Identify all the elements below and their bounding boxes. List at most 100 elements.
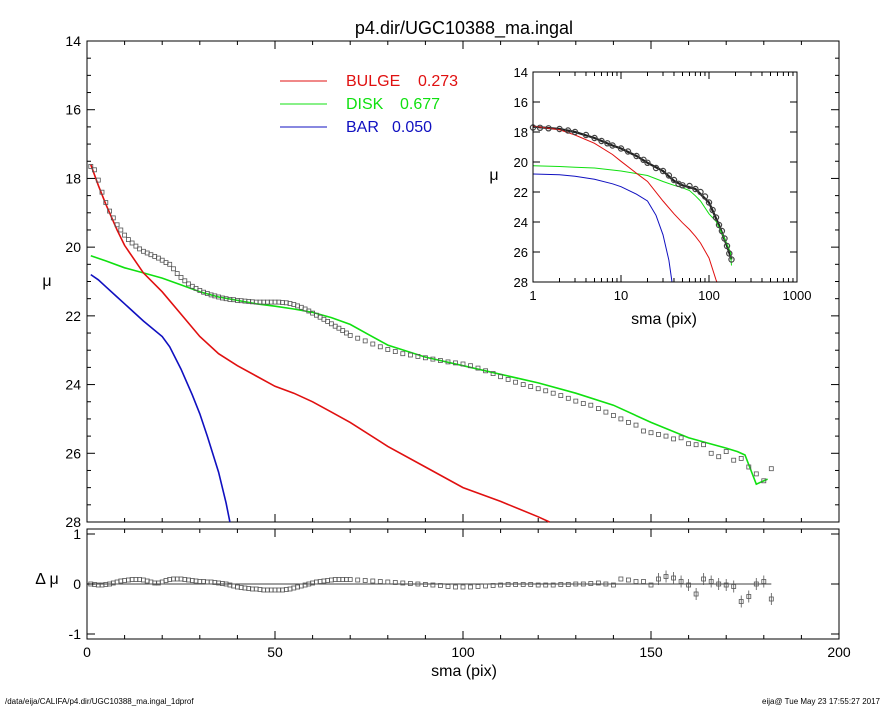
inset-data-point	[556, 125, 563, 133]
inset-curve-bulge	[532, 125, 718, 283]
main-data-point	[460, 361, 466, 367]
main-data-point	[167, 261, 173, 267]
main-data-point	[603, 409, 609, 415]
residual-y-ticks: 1 0 -1	[69, 526, 839, 642]
main-data-point	[596, 406, 601, 412]
residual-data-point	[445, 584, 451, 589]
main-data-point	[513, 379, 518, 385]
main-data-point	[693, 442, 699, 448]
main-y-tick-label: 20	[65, 239, 81, 255]
residual-data-point	[197, 579, 203, 584]
main-y-tick-label: 26	[65, 445, 81, 461]
inset-y-axis-label: μ	[489, 167, 498, 184]
main-data-point	[498, 374, 504, 380]
inset-data-point	[624, 148, 632, 155]
inset-data-point	[697, 188, 704, 196]
main-data-point	[347, 332, 353, 338]
inset-data-point	[652, 164, 660, 172]
residual-data-point	[362, 578, 368, 583]
residual-data-point	[159, 579, 165, 585]
main-data-point	[768, 466, 774, 472]
main-data-point	[490, 371, 496, 377]
main-data-points	[88, 163, 774, 484]
main-data-point	[671, 436, 676, 442]
inset-data-point	[723, 242, 731, 250]
main-data-point	[550, 390, 556, 396]
main-data-point	[159, 257, 165, 263]
residual-y-tick-label: 0	[73, 576, 81, 592]
inset-data-points	[529, 124, 735, 263]
residual-data-point	[596, 580, 601, 586]
inset-data-point	[721, 235, 728, 242]
main-data-point	[445, 359, 451, 365]
inset-data-point	[640, 156, 647, 163]
residual-data-point	[753, 581, 759, 587]
main-y-tick-label: 16	[65, 102, 81, 118]
main-x-ticks	[86, 41, 840, 522]
residual-data-point	[453, 584, 458, 590]
main-data-point	[370, 341, 376, 347]
inset-y-tick-label: 24	[514, 215, 528, 230]
main-data-point	[377, 344, 383, 350]
main-data-point	[174, 271, 180, 277]
main-data-point	[708, 450, 714, 456]
main-data-point	[626, 419, 631, 425]
inset-data-point	[564, 127, 572, 134]
footer-user-time: eija@ Tue May 23 17:55:27 2017	[762, 697, 881, 706]
residual-data-point	[731, 584, 737, 589]
inset-data-point	[701, 193, 709, 200]
main-data-point	[182, 278, 188, 284]
legend-label-bar: BAR	[346, 119, 379, 136]
main-data-point	[392, 349, 398, 355]
main-data-point	[573, 398, 579, 404]
residual-data-point	[347, 577, 353, 582]
main-data-point	[133, 243, 139, 249]
main-data-point	[731, 457, 737, 463]
residual-data-point	[528, 582, 534, 587]
residual-data-point	[475, 584, 481, 589]
main-data-point	[753, 471, 759, 477]
residual-data-point	[550, 582, 556, 588]
inset-data-point	[591, 134, 598, 142]
main-curve-bulge	[90, 164, 550, 523]
inset-data-point	[582, 131, 590, 139]
main-y-tick-label: 18	[65, 170, 81, 186]
inset-y-tick-label: 18	[514, 125, 528, 140]
residual-data-point	[701, 576, 706, 582]
residual-data-point	[460, 584, 466, 590]
main-curve-model	[90, 254, 768, 486]
inset-data-point	[718, 227, 726, 235]
main-data-point	[437, 358, 443, 363]
main-data-point	[407, 352, 413, 358]
footer-path: /data/eija/CALIFA/p4.dir/UGC10388_ma.ing…	[5, 697, 194, 706]
inset-data-point	[609, 142, 616, 149]
residual-data-point	[708, 579, 714, 584]
inset-curve-bar	[532, 173, 673, 283]
main-data-point	[118, 227, 124, 233]
inset-data-point	[709, 206, 716, 214]
main-data-point	[88, 163, 94, 169]
inset-background	[533, 72, 797, 282]
residual-data-point	[505, 582, 511, 587]
main-curve-bar	[90, 273, 231, 523]
legend-label-bulge: BULGE	[346, 73, 400, 90]
inset-y-tick-label: 28	[514, 275, 528, 290]
main-data-point	[580, 401, 586, 406]
inset-data-point	[598, 137, 605, 145]
main-data-point	[505, 376, 511, 382]
residual-data-point	[723, 582, 729, 588]
main-y-tick-label: 24	[65, 377, 81, 393]
main-data-point	[641, 428, 646, 434]
residual-data-point	[761, 579, 767, 584]
inset-y-tick-label: 22	[514, 185, 528, 200]
inset-data-point	[545, 125, 552, 132]
main-data-point	[686, 441, 691, 447]
main-data-point	[716, 454, 722, 460]
main-data-point	[723, 449, 729, 455]
residual-data-point	[437, 583, 443, 588]
residual-x-axis-label: sma (pix)	[431, 663, 497, 680]
main-y-tick-label: 14	[65, 33, 81, 49]
main-data-point	[520, 382, 526, 388]
inset-data-point	[692, 185, 699, 193]
residual-data-point	[671, 575, 676, 581]
